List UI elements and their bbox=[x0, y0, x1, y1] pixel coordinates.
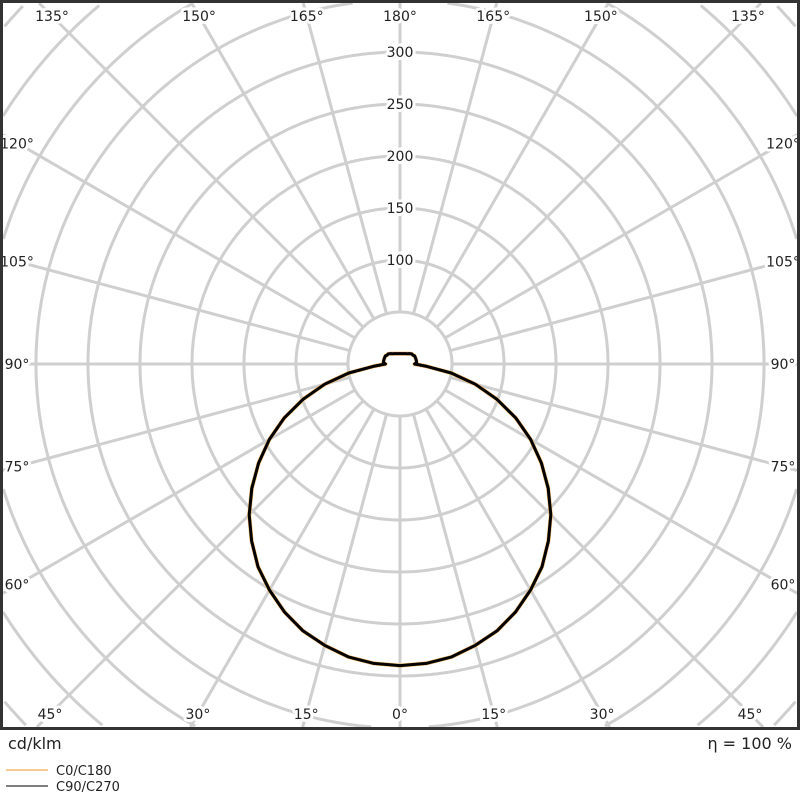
legend-label-c0-c180: C0/C180 bbox=[56, 764, 112, 779]
angle-label: 165° bbox=[290, 9, 324, 25]
legend: C0/C180 C90/C270 bbox=[6, 764, 120, 795]
angle-label: 120° bbox=[766, 136, 800, 152]
angle-label: 165° bbox=[476, 9, 510, 25]
angle-label: 15° bbox=[481, 707, 506, 723]
angle-grid-spoke bbox=[449, 256, 798, 352]
angle-grid-spoke bbox=[444, 388, 798, 595]
angle-grid-spoke bbox=[37, 1, 365, 329]
angle-grid-spoke bbox=[449, 376, 798, 472]
angle-label: 0° bbox=[392, 707, 408, 723]
radial-tick-labels: 100 150 200 250 300 bbox=[384, 42, 417, 272]
angle-grid-spoke bbox=[301, 2, 388, 315]
intensity-curves bbox=[247, 351, 553, 668]
angle-grid-spoke bbox=[301, 413, 388, 728]
angle-label: 135° bbox=[731, 9, 765, 25]
angle-label: 75° bbox=[771, 459, 796, 475]
angle-label: 15° bbox=[294, 707, 319, 723]
angle-label: 30° bbox=[590, 707, 615, 723]
intensity-curve-c90-c270 bbox=[247, 352, 553, 668]
radial-grid-ring bbox=[1, 4, 101, 117]
radial-tick-label: 250 bbox=[387, 97, 414, 113]
angle-label: 135° bbox=[35, 9, 69, 25]
angle-grid-spoke bbox=[2, 133, 356, 340]
plot-frame bbox=[0, 0, 800, 730]
angle-label: 150° bbox=[584, 9, 618, 25]
radial-tick-label: 300 bbox=[387, 45, 414, 61]
radial-grid-ring bbox=[428, 1, 766, 729]
angle-grid-spoke bbox=[424, 408, 611, 728]
angle-grid-spoke bbox=[435, 1, 763, 329]
angle-grid-spoke bbox=[424, 2, 610, 320]
radial-grid-ring bbox=[34, 1, 372, 729]
angle-label: 120° bbox=[0, 136, 34, 152]
angle-label: 90° bbox=[771, 357, 796, 373]
angle-labels: 135° 150° 165° 180° 165° 150° 135° 120° 105° 90° 7… bbox=[0, 6, 800, 726]
angle-grid-spoke bbox=[190, 2, 376, 320]
radial-grid-ring bbox=[3, 700, 27, 727]
angle-label: 150° bbox=[182, 9, 216, 25]
radial-grid-ring bbox=[699, 4, 799, 117]
radial-grid-ring bbox=[1, 611, 104, 727]
radial-tick-label: 100 bbox=[387, 253, 414, 269]
angle-label: 45° bbox=[38, 707, 63, 723]
angle-label: 75° bbox=[5, 459, 30, 475]
radial-grid-ring bbox=[1, 488, 196, 728]
angle-label: 60° bbox=[5, 578, 30, 594]
angle-label: 105° bbox=[766, 255, 800, 271]
angle-label: 30° bbox=[186, 707, 211, 723]
efficiency-label: η = 100 % bbox=[707, 734, 792, 753]
radial-grid-ring bbox=[773, 700, 797, 727]
legend-label-c90-c270: C90/C270 bbox=[56, 780, 120, 795]
radial-grid-ring bbox=[607, 2, 799, 240]
radial-grid-ring bbox=[3, 5, 24, 28]
radial-grid-ring bbox=[1, 2, 193, 240]
angle-grid-spoke bbox=[435, 399, 765, 729]
angle-grid-spoke bbox=[2, 376, 351, 472]
polar-grid bbox=[1, 1, 799, 729]
angle-grid-spoke bbox=[412, 413, 499, 728]
angle-label: 45° bbox=[738, 707, 763, 723]
angle-grid-spoke bbox=[2, 256, 351, 352]
angle-grid-spoke bbox=[444, 133, 798, 340]
angle-grid-spoke bbox=[35, 399, 365, 729]
radial-tick-label: 150 bbox=[387, 201, 414, 217]
angle-grid-spoke bbox=[412, 2, 499, 315]
angle-label: 90° bbox=[5, 357, 30, 373]
radial-grid-ring bbox=[696, 611, 799, 727]
angle-label: 180° bbox=[383, 9, 417, 25]
radial-grid-ring bbox=[776, 5, 797, 28]
angle-grid-spoke bbox=[189, 408, 376, 728]
unit-label: cd/klm bbox=[8, 734, 62, 753]
radial-tick-label: 200 bbox=[387, 149, 414, 165]
angle-grid-spoke bbox=[2, 388, 356, 595]
angle-label: 60° bbox=[771, 578, 796, 594]
radial-grid-ring bbox=[604, 488, 799, 728]
angle-label: 105° bbox=[0, 255, 34, 271]
